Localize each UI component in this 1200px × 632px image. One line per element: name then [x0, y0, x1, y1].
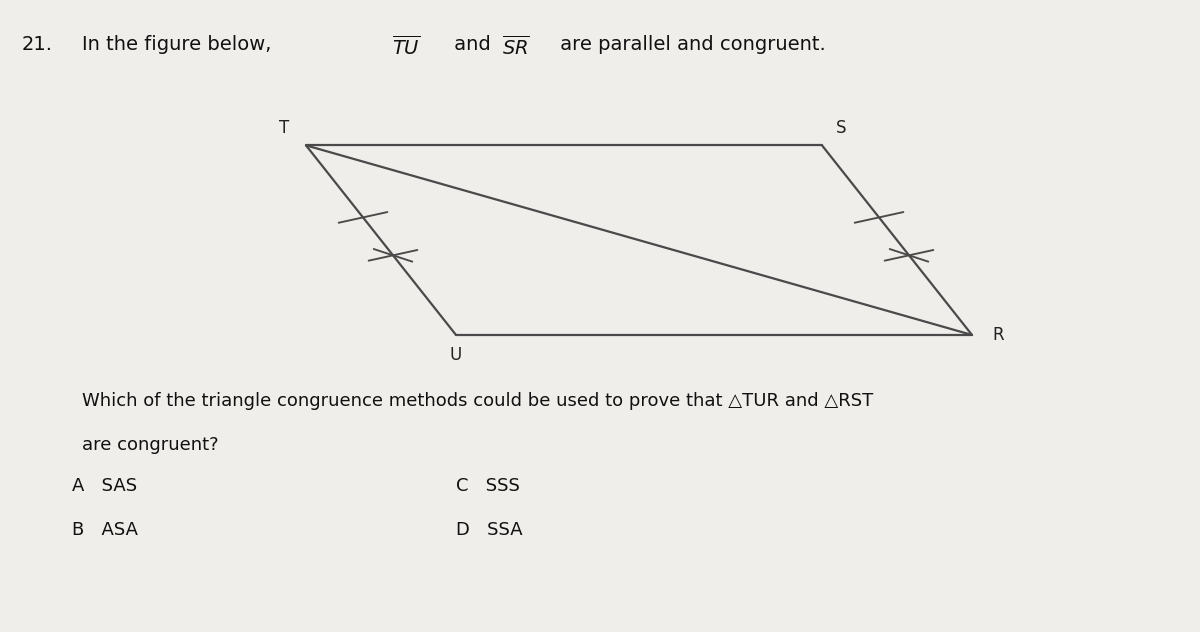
Text: A   SAS: A SAS [72, 477, 137, 495]
Text: B   ASA: B ASA [72, 521, 138, 539]
Text: are parallel and congruent.: are parallel and congruent. [554, 35, 826, 54]
Text: T: T [280, 119, 289, 137]
Text: R: R [992, 326, 1004, 344]
Text: U: U [450, 346, 462, 364]
Text: In the figure below,: In the figure below, [82, 35, 277, 54]
Text: D   SSA: D SSA [456, 521, 523, 539]
Text: $\overline{TU}$: $\overline{TU}$ [392, 35, 420, 58]
Text: Which of the triangle congruence methods could be used to prove that △TUR and △R: Which of the triangle congruence methods… [82, 392, 872, 410]
Text: and: and [448, 35, 497, 54]
Text: 21.: 21. [22, 35, 53, 54]
Text: C   SSS: C SSS [456, 477, 520, 495]
Text: $\overline{SR}$: $\overline{SR}$ [502, 35, 529, 58]
Text: are congruent?: are congruent? [82, 436, 218, 454]
Text: S: S [836, 119, 846, 137]
